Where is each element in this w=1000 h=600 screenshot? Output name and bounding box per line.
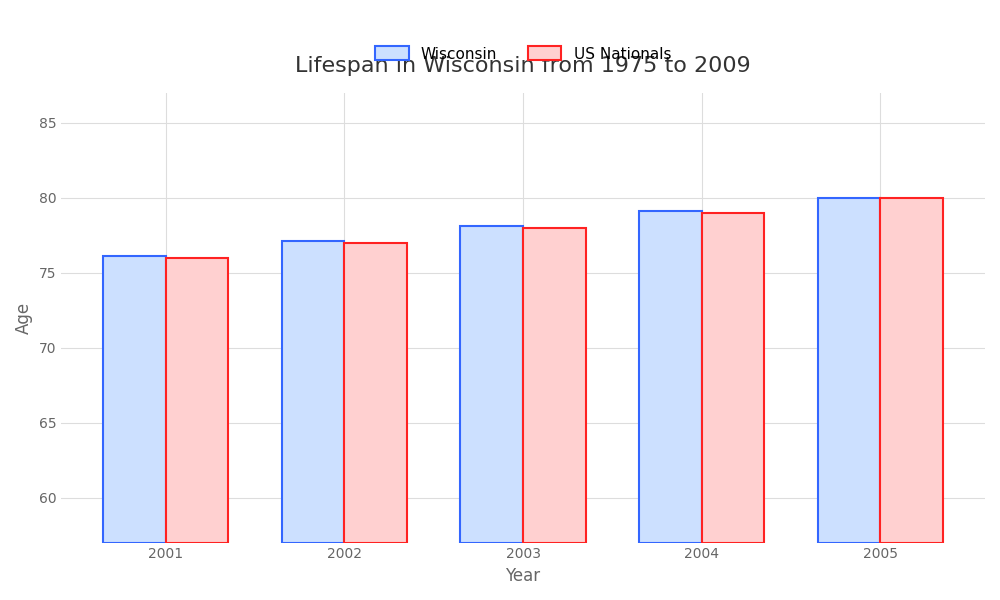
X-axis label: Year: Year [505,567,541,585]
Bar [523,228,586,542]
Bar [702,213,764,542]
Bar [460,226,523,542]
Bar [344,243,407,542]
Bar [880,198,943,542]
Bar [166,258,228,542]
Bar [818,198,880,542]
Bar [282,241,344,542]
Title: Lifespan in Wisconsin from 1975 to 2009: Lifespan in Wisconsin from 1975 to 2009 [295,56,751,76]
Bar [639,211,702,542]
Bar [103,256,166,542]
Legend: Wisconsin, US Nationals: Wisconsin, US Nationals [375,46,671,62]
Y-axis label: Age: Age [15,302,33,334]
